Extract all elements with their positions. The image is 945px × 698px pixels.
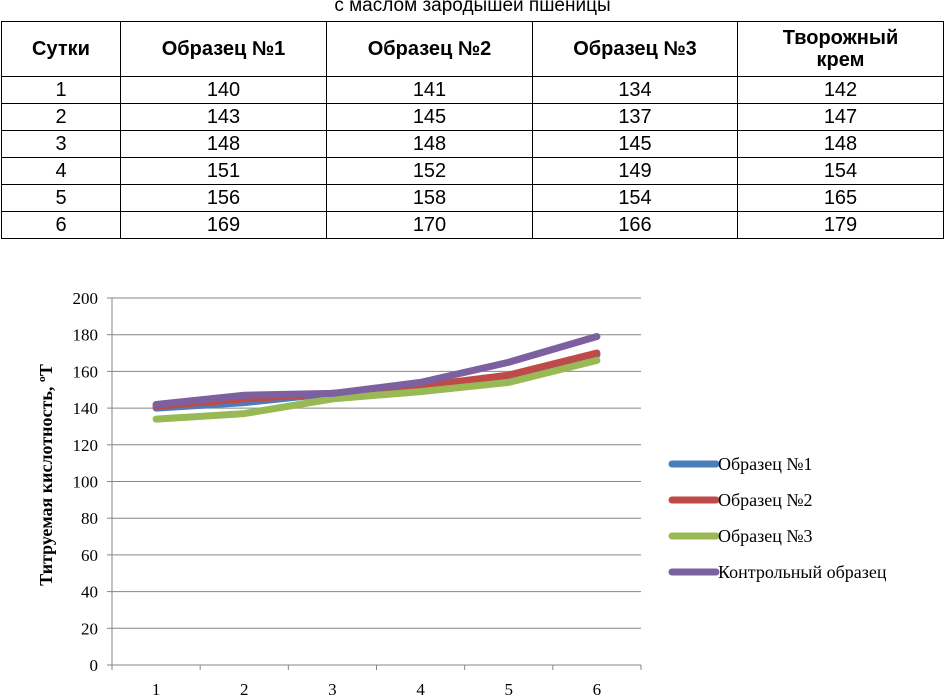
x-tick-labels: 1 2 3 4 5 6: [152, 680, 601, 698]
y-axis-label: Титруемая кислотность, ºТ: [36, 364, 56, 586]
table-caption: с маслом зародышей пшеницы: [334, 0, 611, 16]
table-cell: 145: [326, 103, 533, 131]
header-sample-3: Образец №3: [532, 21, 738, 77]
legend: Образец №1 Образец №2 Образец №3 Контрольны…: [668, 454, 887, 582]
header-sample-1: Образец №1: [120, 21, 327, 77]
table-cell: 166: [532, 211, 738, 239]
legend-label: Образец №1: [718, 454, 813, 474]
table-cell: 154: [532, 184, 738, 212]
table-cell: 6: [1, 211, 121, 239]
table-cell: 140: [120, 76, 327, 104]
y-tick-label: 120: [73, 436, 99, 455]
table-cell: 142: [737, 76, 944, 104]
table-cell: 154: [737, 157, 944, 185]
y-tick-label: 200: [73, 289, 99, 308]
table-row: 4 151 152 149 154: [1, 157, 944, 185]
y-tick-label: 180: [73, 326, 99, 345]
table-cell: 151: [120, 157, 327, 185]
header-days: Сутки: [1, 21, 121, 77]
table-header-row: Сутки Образец №1 Образец №2 Образец №3 Т…: [1, 21, 944, 77]
legend-label: Контрольный образец: [718, 562, 887, 582]
table-cell: 134: [532, 76, 738, 104]
table-row: 3 148 148 145 148: [1, 130, 944, 158]
table-row: 1 140 141 134 142: [1, 76, 944, 104]
table-cell: 158: [326, 184, 533, 212]
table-row: 5 156 158 154 165: [1, 184, 944, 212]
x-tick-label: 2: [240, 680, 249, 698]
table-cell: 148: [737, 130, 944, 158]
y-tick-label: 40: [81, 583, 98, 602]
legend-label: Образец №2: [718, 490, 813, 510]
table-cell: 156: [120, 184, 327, 212]
table-cell: 145: [532, 130, 738, 158]
table-row: 6 169 170 166 179: [1, 211, 944, 239]
table-cell: 5: [1, 184, 121, 212]
table-cell: 169: [120, 211, 327, 239]
y-tick-label: 100: [73, 473, 99, 492]
y-tick-label: 160: [73, 362, 99, 381]
series-lines: [152, 333, 601, 423]
line-chart: 0 20 40 60 80 100 120 140 160 180 200 1 2 3 4 5 6 Образ…: [36, 289, 887, 698]
table-row: 2 143 145 137 147: [1, 103, 944, 131]
table-cell: 152: [326, 157, 533, 185]
x-tick-label: 4: [416, 680, 425, 698]
y-tick-label: 20: [81, 619, 98, 638]
table-cell: 3: [1, 130, 121, 158]
table-cell: 147: [737, 103, 944, 131]
series-line-4: [152, 333, 601, 408]
x-tick-label: 1: [152, 680, 161, 698]
y-tick-label: 60: [81, 546, 98, 565]
axes: [107, 297, 642, 670]
table-cell: 148: [326, 130, 533, 158]
table-cell: 179: [737, 211, 944, 239]
y-tick-labels: 0 20 40 60 80 100 120 140 160 180 200: [73, 289, 99, 675]
table-cell: 148: [120, 130, 327, 158]
x-tick-label: 6: [593, 680, 602, 698]
legend-label: Образец №3: [718, 526, 813, 546]
series-line-3: [152, 356, 601, 423]
y-tick-label: 80: [81, 509, 98, 528]
table-cell: 165: [737, 184, 944, 212]
x-tick-label: 3: [328, 680, 337, 698]
table-cell: 4: [1, 157, 121, 185]
data-table: Сутки Образец №1 Образец №2 Образец №3 Т…: [1, 21, 944, 239]
table-cell: 137: [532, 103, 738, 131]
table-cell: 141: [326, 76, 533, 104]
table-cell: 143: [120, 103, 327, 131]
y-tick-label: 0: [90, 656, 99, 675]
table-cell: 1: [1, 76, 121, 104]
x-tick-label: 5: [505, 680, 514, 698]
header-sample-2: Образец №2: [326, 21, 533, 77]
table-cell: 170: [326, 211, 533, 239]
table-cell: 2: [1, 103, 121, 131]
header-control: Творожный крем: [737, 21, 944, 77]
y-tick-label: 140: [73, 399, 99, 418]
table-cell: 149: [532, 157, 738, 185]
